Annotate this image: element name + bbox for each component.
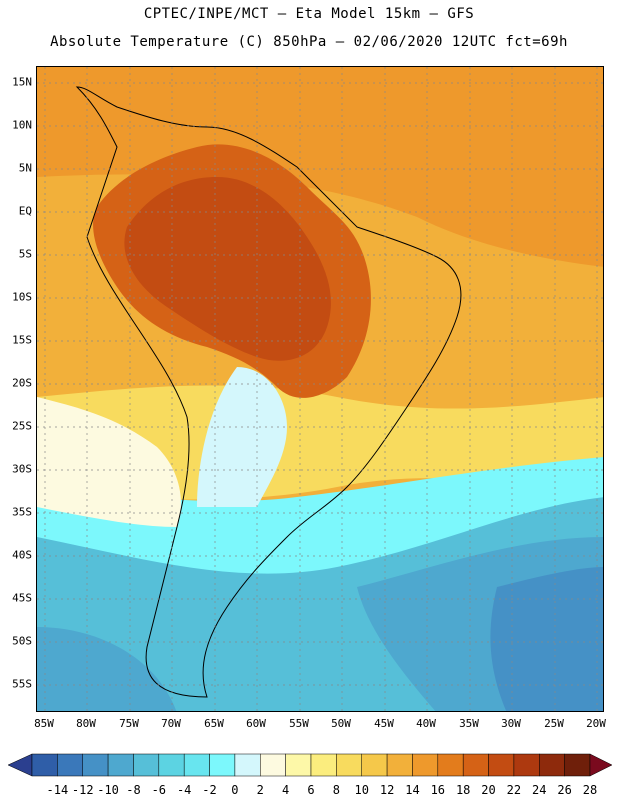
lat-label-50s: 50S	[12, 634, 32, 648]
colorbar-tick-label: 0	[231, 783, 239, 797]
colorbar	[7, 753, 613, 777]
lat-label-55s: 55S	[12, 677, 32, 691]
deep-cold-zone	[490, 567, 603, 711]
hottest-core	[124, 177, 331, 361]
cool-tongue-argentina	[197, 367, 287, 507]
lon-label-20w: 20W	[586, 717, 606, 730]
colorbar-tick-label: 14	[405, 783, 420, 797]
lon-label-60w: 60W	[246, 717, 266, 730]
colorbar-tick-label: -12	[71, 783, 94, 797]
colorbar-box	[285, 753, 312, 777]
colorbar-tick-label: 2	[256, 783, 264, 797]
colorbar-tick-label: 22	[506, 783, 522, 797]
colorbar-box	[82, 753, 109, 777]
colorbar-box	[361, 753, 388, 777]
colorbar-box	[513, 753, 540, 777]
lat-label-5s: 5S	[18, 247, 32, 261]
lon-label-50w: 50W	[331, 717, 351, 730]
lon-label-40w: 40W	[416, 717, 436, 730]
lon-label-80w: 80W	[76, 717, 96, 730]
colorbar-box	[57, 753, 83, 777]
colorbar-box	[234, 753, 261, 777]
colorbar-tick-label: -8	[126, 783, 141, 797]
map-title: CPTEC/INPE/MCT – Eta Model 15km – GFS	[143, 6, 475, 22]
colorbar-tick-label: 6	[307, 783, 315, 797]
colorbar-tick-label: 28	[582, 783, 598, 797]
lat-label-40s: 40S	[12, 548, 32, 562]
colorbar-tick-label: 18	[455, 783, 471, 797]
lat-label-15s: 15S	[12, 333, 32, 347]
colorbar-tick-label: 12	[379, 783, 395, 797]
lat-label-30s: 30S	[12, 462, 32, 476]
lat-label-eq: EQ	[18, 204, 32, 218]
colorbar-tick-label: 4	[282, 783, 290, 797]
colorbar-min-arrow	[7, 753, 33, 777]
mid-lat-yellow	[37, 385, 603, 500]
lat-label-15n: 15N	[12, 75, 32, 89]
colorbar-tick-label: -2	[202, 783, 217, 797]
lon-label-30w: 30W	[501, 717, 521, 730]
colorbar-tick-label: 16	[430, 783, 446, 797]
colorbar-tick-label: 24	[532, 783, 547, 797]
lon-label-45w: 45W	[374, 717, 394, 730]
colorbar-box	[158, 753, 185, 777]
colorbar-tick-label: -4	[176, 783, 192, 797]
lat-label-25s: 25S	[12, 419, 32, 433]
colorbar-box	[386, 753, 413, 777]
coastline	[75, 86, 462, 698]
lat-label-10n: 10N	[12, 118, 32, 132]
colorbar-box	[564, 753, 591, 777]
colorbar-box	[437, 753, 464, 777]
colorbar-box	[183, 753, 210, 777]
cold-zone-southwest	[37, 627, 177, 711]
colorbar-box	[462, 753, 489, 777]
colorbar-box	[209, 753, 236, 777]
lon-label-75w: 75W	[119, 717, 139, 730]
colorbar-box	[260, 753, 286, 777]
colorbar-tick-label: 8	[332, 783, 340, 797]
warm-zone-north	[37, 67, 603, 267]
colorbar-max-arrow	[589, 753, 613, 777]
colorbar-tick-label: 26	[557, 783, 572, 797]
lon-label-70w: 70W	[161, 717, 181, 730]
lon-label-25w: 25W	[544, 717, 564, 730]
colorbar-box	[107, 753, 134, 777]
map-subtitle: Absolute Temperature (C) 850hPa – 02/06/…	[50, 34, 568, 50]
colorbar-box	[488, 753, 515, 777]
colorbar-tick-label: -10	[97, 783, 119, 797]
lon-label-65w: 65W	[204, 717, 224, 730]
lat-label-5n: 5N	[18, 161, 32, 175]
temperature-field	[37, 67, 603, 711]
lat-label-45s: 45S	[12, 591, 32, 605]
colorbar-tick-label: 20	[481, 783, 496, 797]
colorbar-box	[539, 753, 565, 777]
lon-label-35w: 35W	[459, 717, 479, 730]
colorbar-box	[336, 753, 362, 777]
colorbar-tick-label: 10	[354, 783, 369, 797]
colorbar-tick-label: -14	[46, 783, 69, 797]
lon-label-85w: 85W	[34, 717, 54, 730]
graticule	[37, 67, 603, 711]
pale-zone-west	[37, 397, 181, 527]
lon-label-55w: 55W	[289, 717, 309, 730]
colorbar-box	[133, 753, 160, 777]
colorbar-box	[412, 753, 439, 777]
colorbar-box	[31, 753, 58, 777]
lat-label-20s: 20S	[12, 376, 32, 390]
temperature-map	[36, 66, 604, 712]
lat-label-10s: 10S	[12, 290, 32, 304]
colorbar-box	[310, 753, 337, 777]
lat-label-35s: 35S	[12, 505, 32, 519]
colorbar-tick-label: -6	[151, 783, 167, 797]
